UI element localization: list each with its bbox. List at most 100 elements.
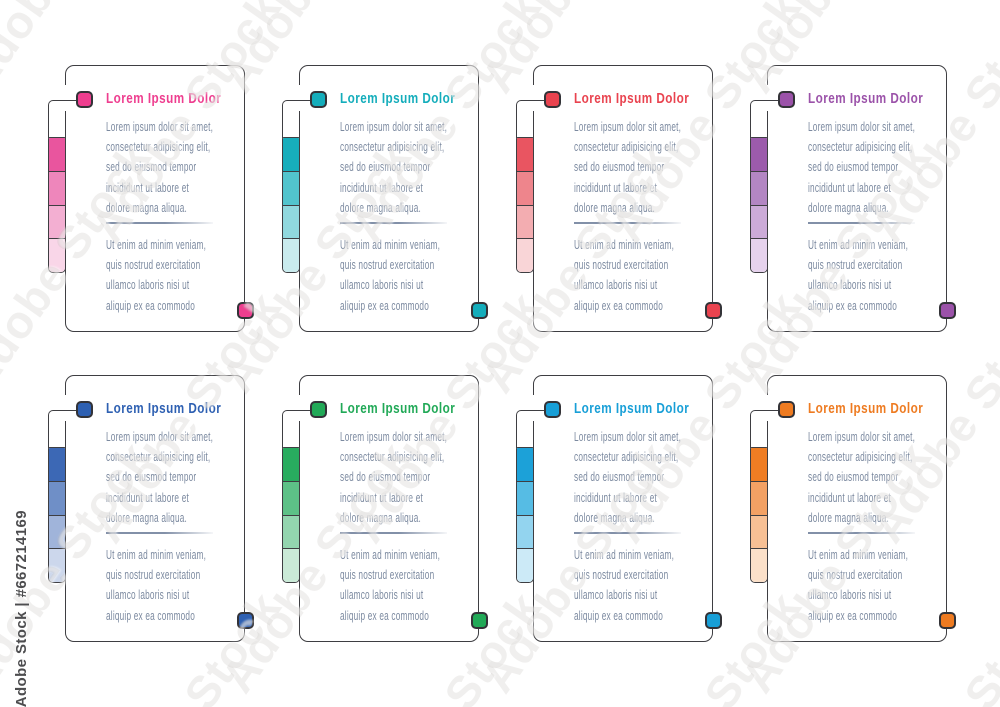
- border-gap: [296, 395, 303, 421]
- card-body-paragraph-2: Ut enim ad minim veniam, quis nostrud ex…: [808, 548, 909, 623]
- card-body-paragraph-1: Lorem ipsum dolor sit amet, consectetur …: [808, 430, 916, 525]
- color-shade-strip: [48, 447, 66, 583]
- strip-segment-2: [517, 480, 533, 515]
- adobe-stock-credit-text: Adobe Stock | #667214169: [13, 509, 30, 707]
- strip-segment-3: [283, 514, 299, 549]
- strip-segment-4: [751, 238, 767, 272]
- card-body-paragraph-1: Lorem ipsum dolor sit amet, consectetur …: [574, 120, 682, 215]
- card-body-paragraph-1: Lorem ipsum dolor sit amet, consectetur …: [574, 430, 682, 525]
- strip-segment-3: [49, 204, 65, 239]
- card-body-paragraph-1: Lorem ipsum dolor sit amet, consectetur …: [106, 430, 214, 525]
- watermark-text: Adobe Stock: [990, 132, 1000, 402]
- strip-segment-1: [751, 138, 767, 171]
- top-left-marker-square: [310, 401, 327, 418]
- color-shade-strip: [48, 137, 66, 273]
- divider-line: [574, 532, 681, 534]
- top-left-marker-square: [544, 401, 561, 418]
- strip-segment-1: [283, 448, 299, 481]
- strip-segment-2: [283, 480, 299, 515]
- watermark-text: Adobe Stock: [990, 432, 1000, 702]
- divider-line: [340, 532, 447, 534]
- strip-segment-2: [283, 170, 299, 205]
- card-body-paragraph-1: Lorem ipsum dolor sit amet, consectetur …: [106, 120, 214, 215]
- card-title: Lorem Ipsum Dolor: [574, 400, 690, 417]
- strip-segment-3: [517, 514, 533, 549]
- bottom-right-marker-square: [705, 612, 722, 629]
- top-left-marker-square: [778, 91, 795, 108]
- strip-segment-2: [49, 480, 65, 515]
- border-gap: [530, 85, 537, 111]
- strip-segment-4: [283, 238, 299, 272]
- color-shade-strip: [282, 137, 300, 273]
- strip-segment-2: [49, 170, 65, 205]
- watermark-text: Adobe Stock: [990, 0, 1000, 102]
- strip-segment-4: [283, 548, 299, 582]
- bottom-right-marker-square: [939, 612, 956, 629]
- card-body-paragraph-2: Ut enim ad minim veniam, quis nostrud ex…: [106, 548, 207, 623]
- border-gap: [764, 85, 771, 111]
- card-title: Lorem Ipsum Dolor: [340, 90, 456, 107]
- bottom-right-marker-square: [471, 612, 488, 629]
- strip-segment-1: [517, 138, 533, 171]
- divider-line: [106, 222, 213, 224]
- bottom-right-marker-square: [939, 302, 956, 319]
- border-gap: [296, 85, 303, 111]
- strip-segment-4: [517, 548, 533, 582]
- card-title: Lorem Ipsum Dolor: [574, 90, 690, 107]
- infographic-card: Lorem Ipsum Dolor Lorem ipsum dolor sit …: [516, 375, 722, 642]
- strip-segment-1: [49, 138, 65, 171]
- bottom-right-marker-square: [471, 302, 488, 319]
- card-body-paragraph-1: Lorem ipsum dolor sit amet, consectetur …: [808, 120, 916, 215]
- color-shade-strip: [750, 447, 768, 583]
- strip-segment-1: [283, 138, 299, 171]
- border-gap: [530, 395, 537, 421]
- connector-line: [516, 409, 545, 448]
- strip-segment-1: [49, 448, 65, 481]
- divider-line: [340, 222, 447, 224]
- card-body-paragraph-2: Ut enim ad minim veniam, quis nostrud ex…: [340, 548, 441, 623]
- color-shade-strip: [516, 447, 534, 583]
- border-gap: [62, 395, 69, 421]
- strip-segment-3: [751, 204, 767, 239]
- strip-segment-3: [517, 204, 533, 239]
- infographic-card: Lorem Ipsum Dolor Lorem ipsum dolor sit …: [516, 65, 722, 332]
- connector-line: [516, 99, 545, 138]
- card-body-paragraph-1: Lorem ipsum dolor sit amet, consectetur …: [340, 430, 448, 525]
- divider-line: [808, 532, 915, 534]
- strip-segment-4: [751, 548, 767, 582]
- connector-line: [750, 99, 779, 138]
- infographic-card: Lorem Ipsum Dolor Lorem ipsum dolor sit …: [750, 375, 956, 642]
- strip-segment-1: [517, 448, 533, 481]
- strip-segment-3: [49, 514, 65, 549]
- strip-segment-1: [751, 448, 767, 481]
- color-shade-strip: [750, 137, 768, 273]
- infographic-card: Lorem Ipsum Dolor Lorem ipsum dolor sit …: [48, 375, 254, 642]
- top-left-marker-square: [778, 401, 795, 418]
- top-left-marker-square: [76, 91, 93, 108]
- color-shade-strip: [282, 447, 300, 583]
- infographic-card: Lorem Ipsum Dolor Lorem ipsum dolor sit …: [48, 65, 254, 332]
- top-left-marker-square: [76, 401, 93, 418]
- connector-line: [750, 409, 779, 448]
- strip-segment-3: [283, 204, 299, 239]
- strip-segment-2: [751, 480, 767, 515]
- card-title: Lorem Ipsum Dolor: [808, 400, 924, 417]
- bottom-right-marker-square: [237, 612, 254, 629]
- strip-segment-4: [517, 238, 533, 272]
- infographic-card: Lorem Ipsum Dolor Lorem ipsum dolor sit …: [282, 375, 488, 642]
- card-body-paragraph-2: Ut enim ad minim veniam, quis nostrud ex…: [808, 238, 909, 313]
- divider-line: [106, 532, 213, 534]
- strip-segment-4: [49, 238, 65, 272]
- card-title: Lorem Ipsum Dolor: [106, 90, 222, 107]
- infographic-card: Lorem Ipsum Dolor Lorem ipsum dolor sit …: [750, 65, 956, 332]
- card-body-paragraph-2: Ut enim ad minim veniam, quis nostrud ex…: [340, 238, 441, 313]
- strip-segment-2: [751, 170, 767, 205]
- divider-line: [808, 222, 915, 224]
- strip-segment-4: [49, 548, 65, 582]
- card-body-paragraph-2: Ut enim ad minim veniam, quis nostrud ex…: [574, 238, 675, 313]
- connector-line: [48, 99, 77, 138]
- top-left-marker-square: [310, 91, 327, 108]
- connector-line: [282, 409, 311, 448]
- card-body-paragraph-2: Ut enim ad minim veniam, quis nostrud ex…: [106, 238, 207, 313]
